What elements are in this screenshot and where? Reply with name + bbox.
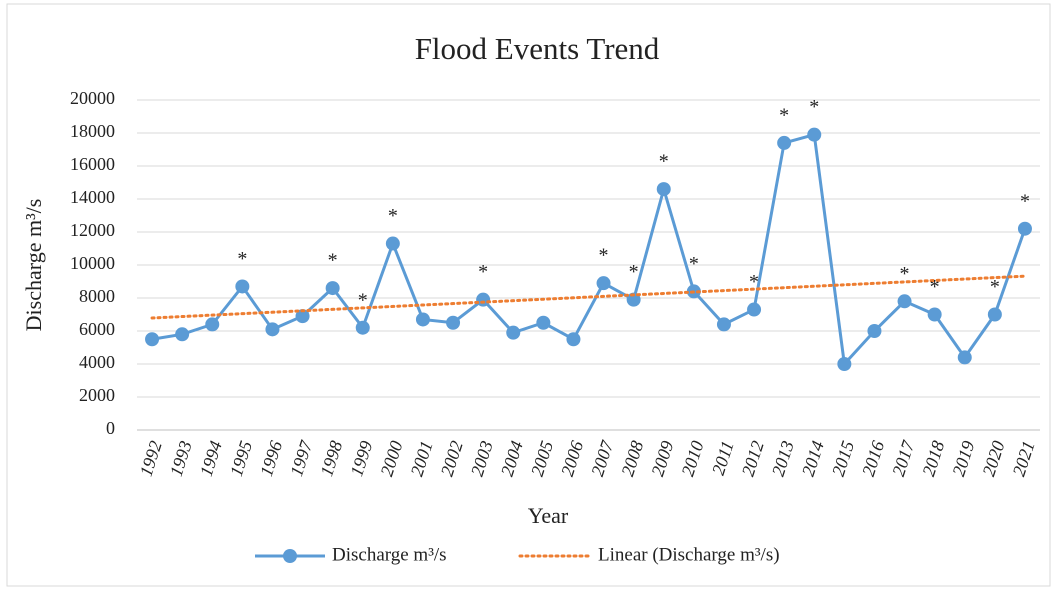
annotation: * (809, 96, 819, 118)
data-point (385, 236, 400, 251)
data-point (566, 332, 581, 347)
y-axis-label: Discharge m³/s (21, 199, 46, 332)
legend-label: Linear (Discharge m³/s) (598, 544, 780, 565)
y-tick-label: 12000 (70, 220, 115, 240)
data-point (807, 127, 822, 142)
data-point (325, 281, 340, 296)
annotation: * (1020, 190, 1030, 212)
data-point (596, 276, 611, 291)
data-point (777, 135, 792, 150)
data-point (987, 307, 1002, 322)
annotation: * (237, 248, 247, 270)
data-point (506, 325, 521, 340)
data-point (656, 182, 671, 197)
data-point (536, 315, 551, 330)
data-point (897, 294, 912, 309)
trendline (150, 274, 1027, 320)
chart-title: Flood Events Trend (415, 31, 660, 66)
data-point (837, 357, 852, 371)
chart-border (6, 3, 1051, 587)
y-tick-label: 8000 (79, 286, 115, 306)
data-point (716, 317, 731, 332)
y-tick-label: 0 (106, 418, 115, 438)
annotation: * (900, 263, 910, 285)
annotation: * (599, 245, 609, 267)
data-point (446, 315, 461, 330)
data-point (476, 292, 491, 307)
data-point (295, 309, 310, 324)
annotation: * (689, 253, 699, 275)
annotation: * (629, 261, 639, 283)
annotation: * (779, 104, 789, 126)
y-tick-label: 6000 (79, 319, 115, 339)
y-tick-label: 14000 (70, 187, 115, 207)
data-point (1017, 221, 1032, 236)
legend-label: Discharge m³/s (332, 544, 447, 565)
data-point (415, 312, 430, 327)
annotation: * (478, 261, 488, 283)
y-tick-label: 10000 (70, 253, 115, 273)
annotation: * (358, 289, 368, 311)
y-tick-label: 2000 (79, 385, 115, 405)
y-tick-label: 18000 (70, 121, 115, 141)
annotation: * (990, 276, 1000, 298)
data-point (175, 327, 190, 342)
data-point (355, 320, 370, 335)
y-tick-label: 20000 (70, 88, 115, 108)
annotation: * (388, 205, 398, 227)
y-tick-label: 16000 (70, 154, 115, 174)
annotation: * (749, 271, 759, 293)
data-point (265, 322, 280, 337)
data-point (957, 350, 972, 365)
annotation: * (659, 151, 669, 173)
data-point (747, 302, 762, 317)
data-point (867, 324, 882, 338)
annotation: * (328, 250, 338, 272)
y-tick-label: 4000 (79, 352, 115, 372)
x-axis-label: Year (528, 503, 569, 528)
legend-marker (283, 549, 297, 563)
data-point (927, 307, 942, 322)
data-point (205, 317, 220, 332)
data-point (145, 332, 160, 347)
data-point (235, 279, 250, 294)
annotation: * (930, 276, 940, 298)
